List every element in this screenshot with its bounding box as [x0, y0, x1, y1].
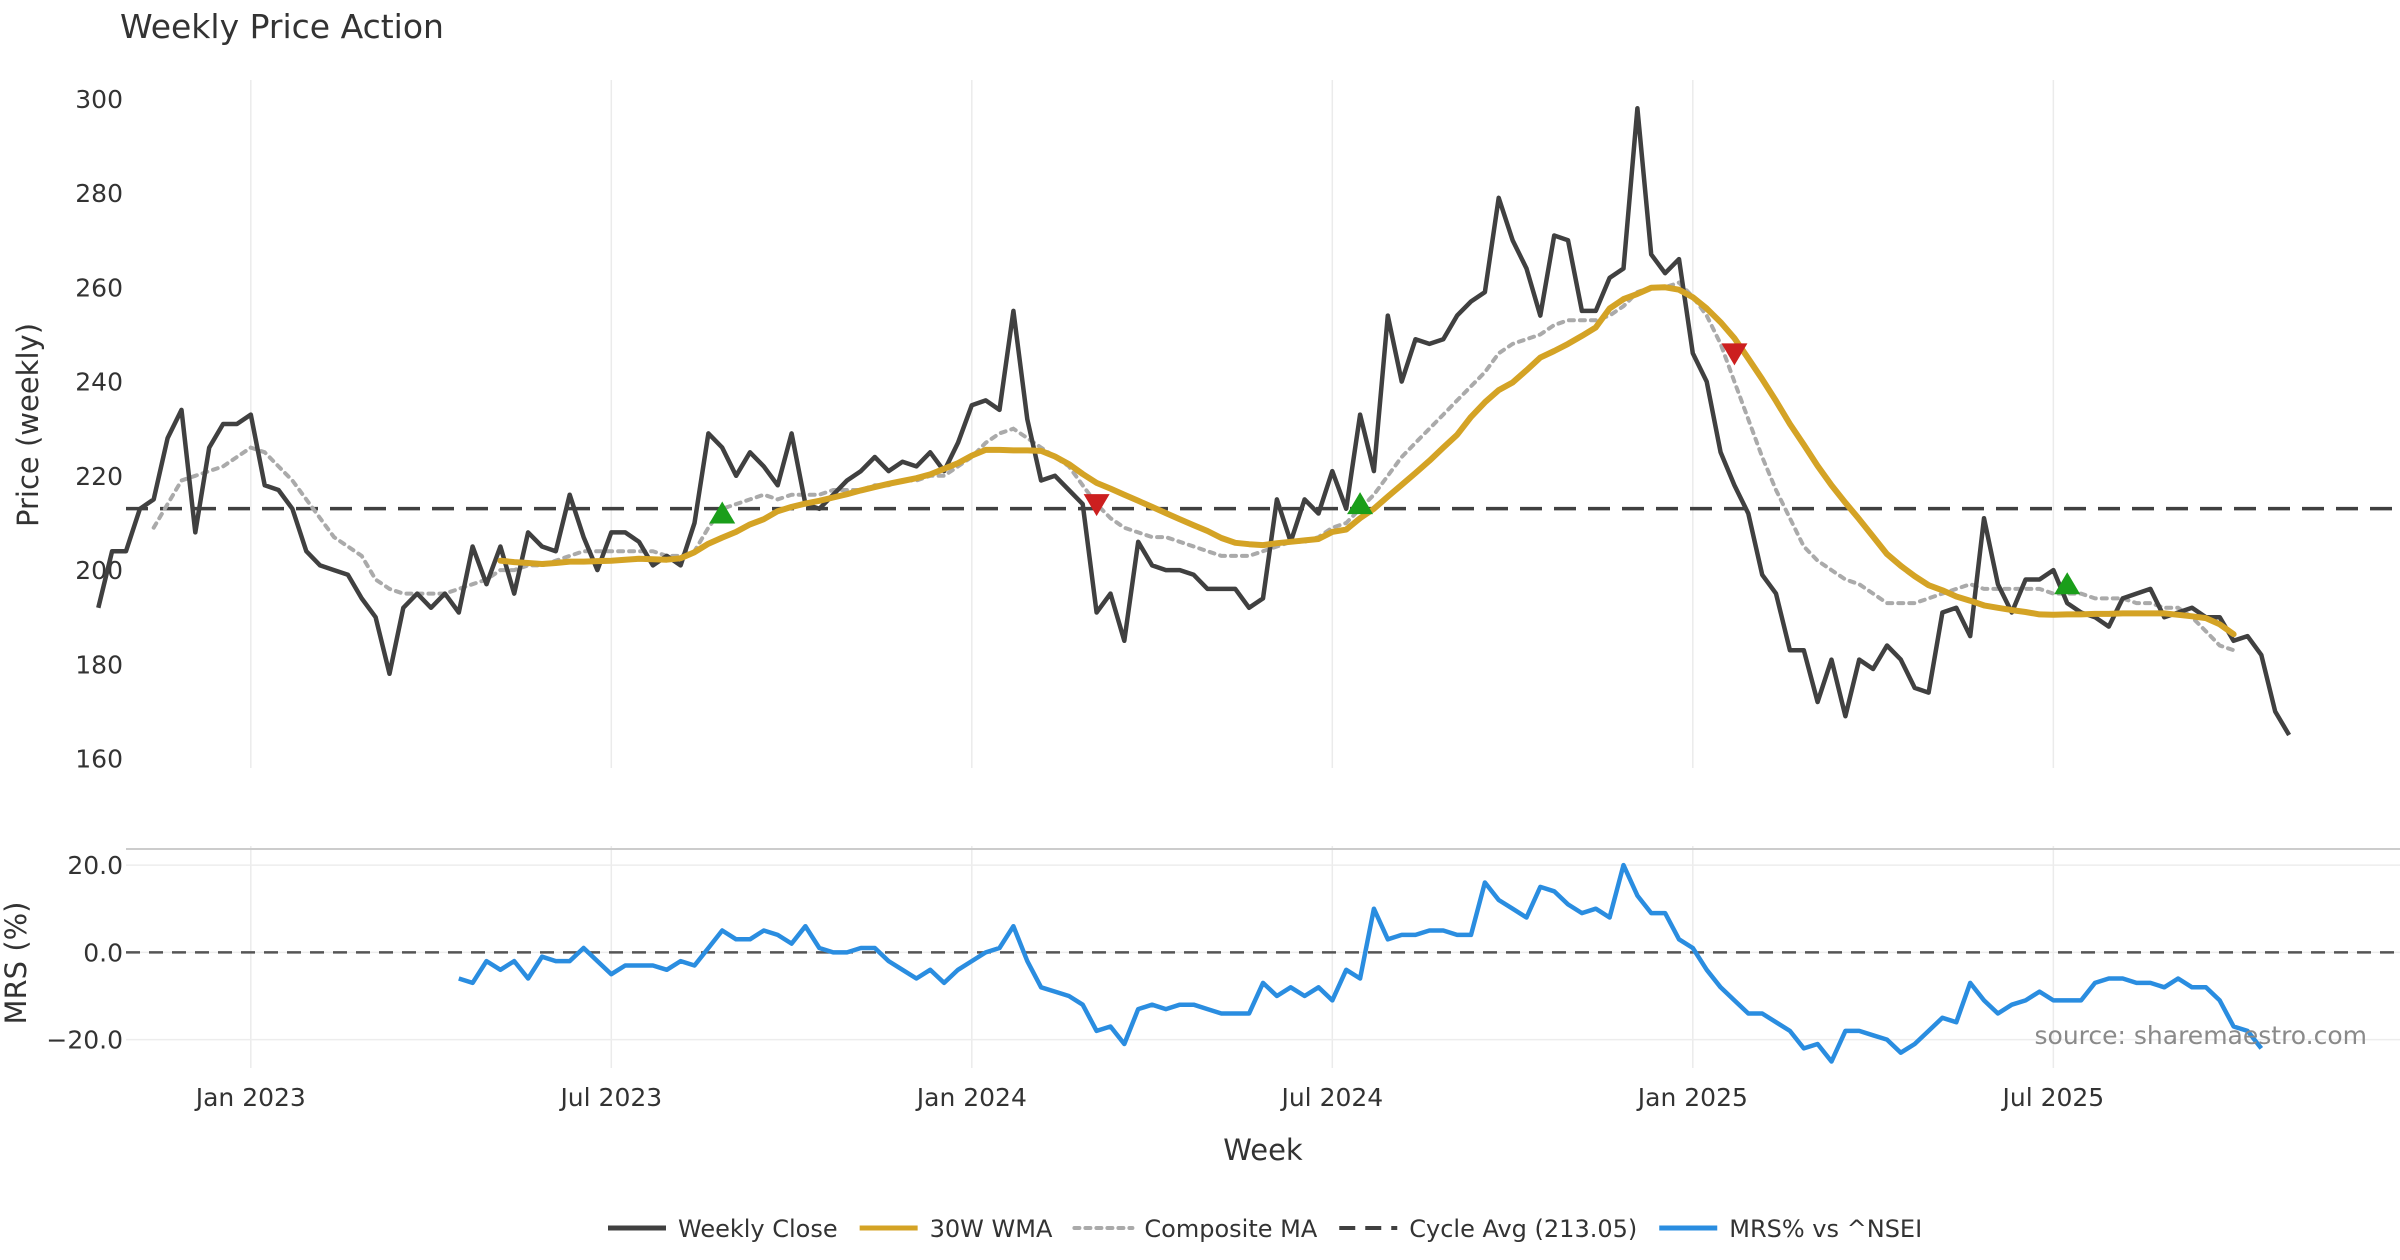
- price-y-tick-label: 280: [75, 179, 123, 208]
- weekly-close-line: [96, 106, 2292, 737]
- price-y-tick-label: 260: [75, 273, 123, 302]
- composite-ma-line: [151, 280, 2236, 653]
- mrs-y-tick-label: −20.0: [46, 1026, 123, 1055]
- legend-item: Weekly Close: [608, 1215, 838, 1243]
- x-tick-label: Jan 2025: [1636, 1083, 1748, 1112]
- buy-signal-marker: [709, 501, 736, 524]
- x-tick-label: Jan 2023: [194, 1083, 306, 1112]
- sell-signal-marker: [1083, 494, 1110, 517]
- price-y-tick-label: 300: [75, 85, 123, 114]
- legend-item: Cycle Avg (213.05): [1339, 1215, 1637, 1243]
- legend-item: MRS% vs ^NSEI: [1659, 1215, 1922, 1243]
- legend-label: Weekly Close: [678, 1215, 838, 1243]
- legend-label: Cycle Avg (213.05): [1409, 1215, 1637, 1243]
- mrs-y-tick-label: 0.0: [83, 938, 123, 967]
- price-y-axis-title: Price (weekly): [11, 323, 45, 527]
- legend-item: 30W WMA: [859, 1215, 1053, 1243]
- legend: Weekly Close 30W WMA Composite MA Cycle Avg…: [608, 1215, 1922, 1243]
- price-y-tick-label: 160: [75, 745, 123, 774]
- mrs-panel: 20.0 0.0 −20.0: [46, 851, 2400, 1064]
- price-y-tick-label: 240: [75, 368, 123, 397]
- legend-item: Composite MA: [1072, 1215, 1318, 1243]
- x-axis: Jan 2023 Jul 2023 Jan 2024 Jul 2024 Jan 2025…: [194, 1083, 2104, 1112]
- mrs-line: [458, 862, 2264, 1064]
- legend-label: MRS% vs ^NSEI: [1729, 1215, 1922, 1243]
- x-tick-label: Jul 2023: [558, 1083, 662, 1112]
- mrs-y-tick-label: 20.0: [67, 851, 123, 880]
- buy-signal-marker: [2054, 572, 2081, 595]
- x-tick-label: Jul 2025: [2000, 1083, 2104, 1112]
- x-tick-label: Jan 2024: [915, 1083, 1027, 1112]
- legend-label: 30W WMA: [930, 1215, 1053, 1243]
- chart-title: Weekly Price Action: [120, 7, 444, 46]
- price-y-tick-label: 180: [75, 650, 123, 679]
- sell-signal-marker: [1721, 343, 1748, 366]
- x-axis-title: Week: [1223, 1133, 1303, 1167]
- price-y-tick-label: 200: [75, 556, 123, 585]
- source-label: source: sharemaestro.com: [2035, 1021, 2368, 1050]
- x-tick-label: Jul 2024: [1279, 1083, 1383, 1112]
- legend-label: Composite MA: [1144, 1215, 1317, 1243]
- buy-signal-marker: [1347, 492, 1374, 515]
- mrs-y-axis-title: MRS (%): [0, 902, 33, 1025]
- price-panel: 160 180 200 220 240 260 280 300: [75, 85, 2400, 774]
- price-y-tick-label: 220: [75, 462, 123, 491]
